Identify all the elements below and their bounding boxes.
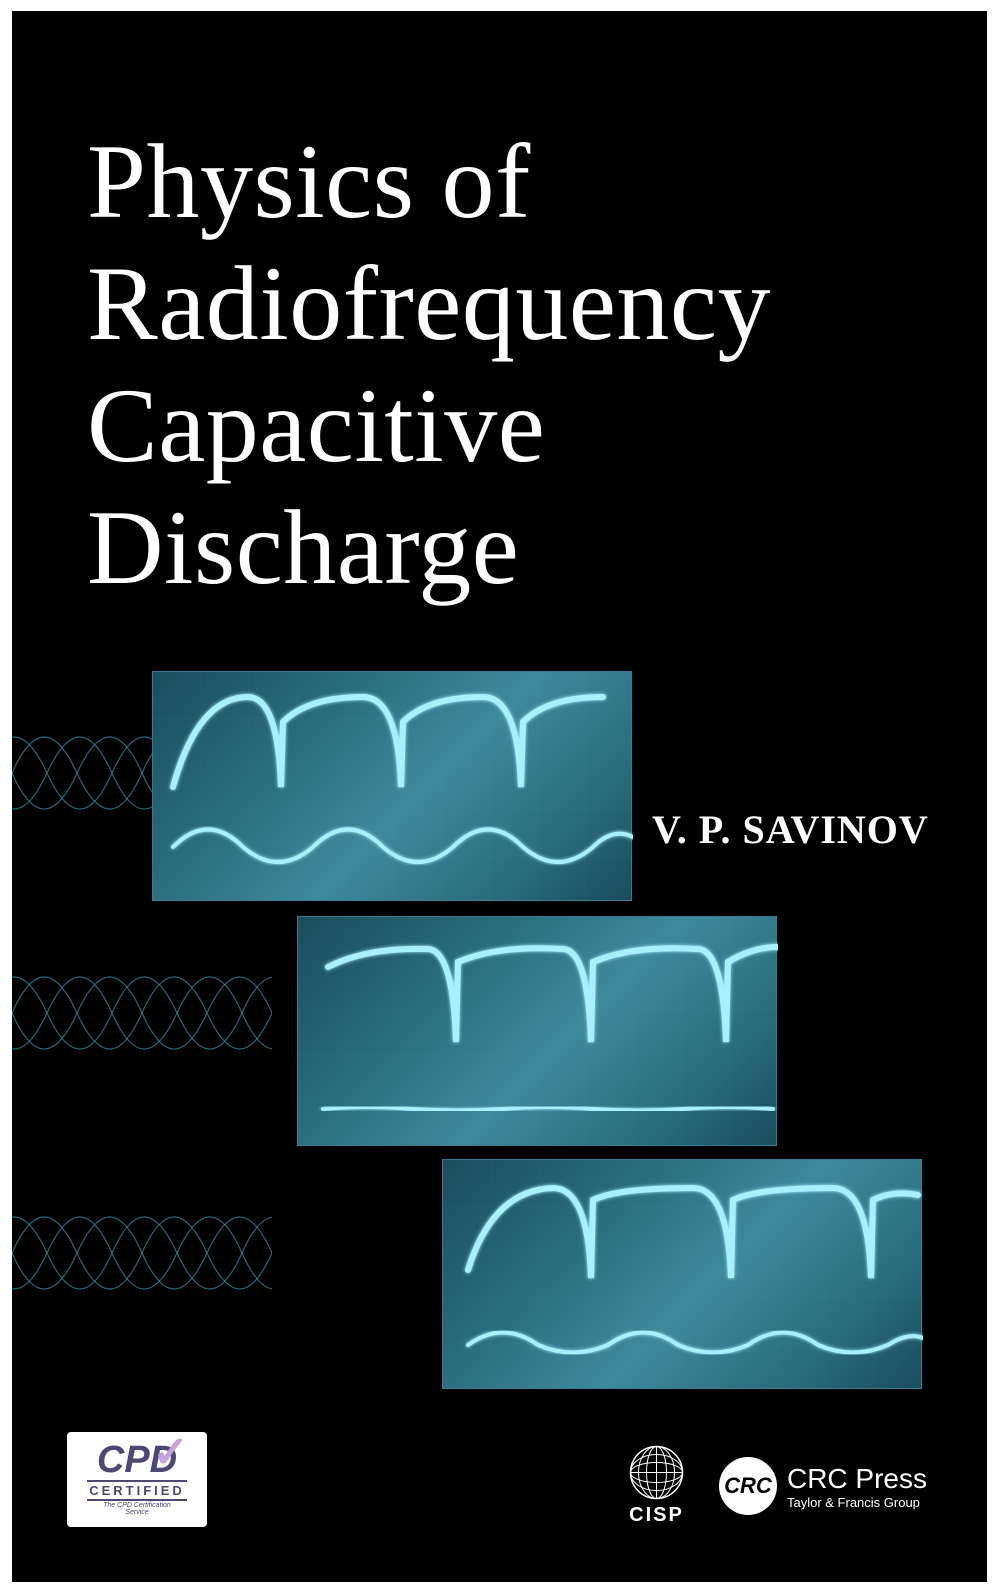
book-cover: Physics of Radiofrequency Capacitive Dis… <box>12 11 987 1582</box>
title-line-4: Discharge <box>87 489 519 606</box>
oscilloscope-panel-2 <box>297 916 777 1146</box>
sine-background-2 <box>12 926 272 1101</box>
book-title: Physics of Radiofrequency Capacitive Dis… <box>87 121 771 609</box>
cpd-service-label: The CPD CertificationService <box>103 1502 171 1516</box>
title-line-3: Capacitive <box>87 367 545 484</box>
crc-circle-icon: CRC <box>719 1457 777 1515</box>
sine-background-3 <box>12 1166 272 1341</box>
cpd-certified-badge: CPD ✓ CERTIFIED The CPD CertificationSer… <box>67 1432 207 1527</box>
cisp-label: CISP <box>629 1504 684 1527</box>
cisp-logo: CISP <box>629 1445 684 1527</box>
oscilloscope-panel-3 <box>442 1159 922 1389</box>
checkmark-icon: ✓ <box>152 1433 189 1473</box>
publisher-logos: CISP CRC CRC Press Taylor & Francis Grou… <box>629 1445 927 1527</box>
crc-taylor-francis-label: Taylor & Francis Group <box>787 1495 927 1510</box>
globe-icon <box>629 1445 684 1500</box>
title-line-1: Physics of <box>87 123 531 240</box>
crc-press-label: CRC Press <box>787 1463 927 1495</box>
oscilloscope-panel-1 <box>152 671 632 901</box>
author-name: V. P. SAVINOV <box>652 806 929 853</box>
crc-press-logo: CRC CRC Press Taylor & Francis Group <box>719 1457 927 1515</box>
cpd-certified-label: CERTIFIED <box>87 1480 187 1501</box>
cpd-logo-text: CPD ✓ <box>97 1443 177 1477</box>
title-line-2: Radiofrequency <box>87 245 771 362</box>
